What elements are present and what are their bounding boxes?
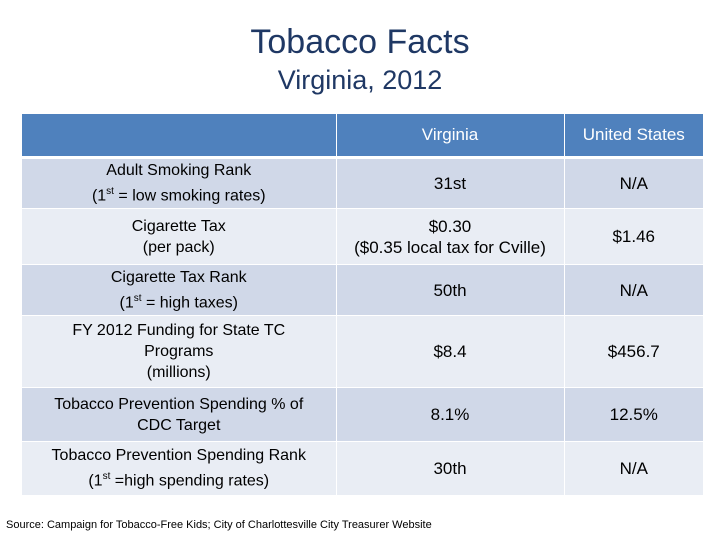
virginia-cell: 8.1%	[335, 387, 564, 442]
page-title: Tobacco Facts	[250, 23, 470, 61]
row-label-line: FY 2012 Funding for State TC	[72, 322, 286, 339]
header-cell-virginia: Virginia	[335, 114, 564, 159]
table-row: Tobacco Prevention Spending Rank (1st =h…	[22, 441, 703, 496]
us-cell: $1.46	[563, 208, 703, 265]
row-label: Tobacco Prevention Spending Rank (1st =h…	[22, 441, 336, 496]
row-label-line: Cigarette Tax Rank	[110, 268, 247, 286]
virginia-value: 31st	[433, 174, 467, 193]
row-label: Cigarette Tax (per pack)	[22, 208, 336, 265]
us-cell: $456.7	[563, 315, 703, 388]
row-label: Tobacco Prevention Spending % of CDC Tar…	[22, 387, 336, 442]
virginia-cell: 30th	[335, 441, 564, 496]
ordinal-suffix: st	[133, 292, 142, 304]
row-label-line: Tobacco Prevention Spending % of	[54, 395, 304, 413]
row-label-line: (millions)	[146, 364, 211, 381]
ordinal-suffix: st	[106, 186, 114, 198]
virginia-value: $8.4	[433, 342, 467, 361]
table-row: Cigarette Tax Rank (1st = high taxes) 50…	[22, 264, 703, 316]
row-label-line: (1st = high taxes)	[119, 292, 238, 312]
ordinal-suffix: st	[102, 471, 111, 483]
us-cell: N/A	[563, 157, 703, 209]
row-label: Adult Smoking Rank (1st = low smoking ra…	[22, 157, 336, 209]
table-row: Adult Smoking Rank (1st = low smoking ra…	[22, 157, 703, 209]
row-label-line: (per pack)	[142, 238, 215, 256]
header-cell-label	[22, 114, 336, 159]
virginia-cell: 50th	[335, 264, 564, 316]
row-label-line: (1st = low smoking rates)	[91, 186, 266, 205]
table-row: Tobacco Prevention Spending % of CDC Tar…	[22, 387, 703, 442]
table-header-row: Virginia United States	[22, 114, 703, 159]
virginia-value: 30th	[433, 459, 467, 478]
virginia-value: 8.1%	[430, 405, 470, 424]
row-label-line: CDC Target	[137, 416, 221, 434]
tobacco-facts-table: Virginia United States Adult Smoking Ran…	[22, 114, 703, 496]
row-label-line: (1st =high spending rates)	[88, 471, 270, 490]
us-cell: 12.5%	[563, 387, 703, 442]
us-cell: N/A	[563, 441, 703, 496]
row-label: Cigarette Tax Rank (1st = high taxes)	[22, 264, 336, 316]
virginia-value-note: ($0.35 local tax for Cville)	[354, 237, 546, 257]
page-subtitle: Virginia, 2012	[277, 65, 443, 95]
row-label-line: Adult Smoking Rank	[106, 162, 252, 180]
virginia-cell: $0.30 ($0.35 local tax for Cville)	[335, 208, 564, 265]
row-label-line: Tobacco Prevention Spending Rank	[51, 447, 306, 465]
table-row: FY 2012 Funding for State TC Programs (m…	[22, 315, 703, 388]
virginia-cell: $8.4	[335, 315, 564, 388]
virginia-value: $0.30	[428, 216, 472, 236]
virginia-value: 50th	[433, 280, 467, 300]
header-cell-united-states: United States	[563, 114, 703, 159]
row-label-line: Programs	[144, 343, 214, 360]
table-row: Cigarette Tax (per pack) $0.30 ($0.35 lo…	[22, 208, 703, 265]
row-label: FY 2012 Funding for State TC Programs (m…	[22, 315, 336, 388]
us-cell: N/A	[563, 264, 703, 316]
virginia-cell: 31st	[335, 157, 564, 209]
row-label-line: Cigarette Tax	[131, 217, 226, 235]
source-citation: Source: Campaign for Tobacco-Free Kids; …	[6, 519, 432, 531]
